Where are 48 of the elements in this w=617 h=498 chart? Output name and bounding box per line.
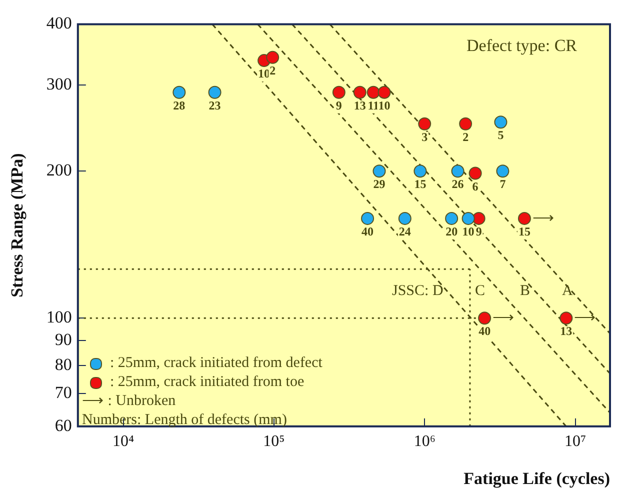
annotation: JSSC: D: [392, 283, 444, 300]
annotation: 9: [476, 224, 482, 239]
annotation: 15: [518, 224, 530, 239]
annotation: ⟶: [532, 210, 554, 226]
annotation: 7: [500, 177, 506, 192]
annotation: ⟶: [492, 310, 515, 326]
annotation: 6: [472, 179, 478, 194]
annotation: 2: [270, 64, 276, 78]
annotation: B: [520, 283, 530, 300]
y-tick-label: 200: [46, 160, 72, 180]
y-tick-label: 100: [46, 308, 72, 327]
y-tick-label: 80: [54, 354, 72, 374]
annotation: 11: [368, 98, 380, 112]
y-tick-label: 400: [46, 14, 72, 33]
annotation: Defect type: CR: [466, 36, 577, 56]
annotation: 10: [378, 98, 390, 112]
legend-label: : 25mm, crack initiated from defect: [110, 354, 322, 373]
y-axis-title: Stress Range (MPa): [8, 153, 27, 298]
annotation: 3: [422, 130, 428, 144]
x-tick-label: 10⁶: [414, 433, 436, 450]
annotation: 26: [452, 177, 464, 192]
annotation: 24: [398, 224, 411, 239]
x-tick-label: 10⁷: [564, 433, 586, 450]
annotation: 5: [498, 128, 504, 142]
annotation: 28: [173, 98, 186, 112]
y-tick-label: 60: [54, 416, 72, 435]
x-tick-label: 10⁴: [112, 433, 134, 450]
legend-label: : 25mm, crack initiated from toe: [110, 373, 304, 392]
annotation: 40: [362, 224, 374, 239]
annotation: 9: [336, 98, 342, 112]
annotation: 23: [208, 98, 221, 112]
x-tick-label: 10⁵: [263, 433, 285, 450]
y-tick-label: 90: [54, 330, 72, 349]
annotation: 13: [560, 324, 572, 338]
annotation: C: [475, 283, 486, 300]
annotation: 15: [414, 177, 426, 192]
annotation: Numbers: Length of defects (mm): [82, 411, 288, 430]
y-tick-label: 300: [46, 74, 72, 94]
y-tick-label: 70: [54, 383, 72, 402]
annotation: 10: [462, 224, 474, 239]
annotation: 2: [462, 130, 469, 144]
annotation: 13: [354, 98, 366, 112]
annotation: 20: [446, 224, 458, 239]
annotation: ⟶: [574, 310, 596, 326]
annotation: ⟶ : Unbroken: [82, 392, 177, 411]
x-axis-title: Fatigue Life (cycles): [464, 469, 610, 488]
annotation: 29: [373, 177, 386, 192]
annotation: 40: [478, 324, 491, 338]
